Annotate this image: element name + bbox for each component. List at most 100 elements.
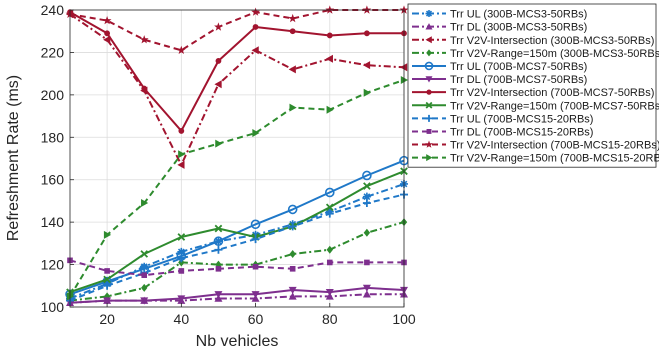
data-point: [251, 7, 260, 16]
plot-frame: [69, 9, 405, 308]
data-point: [141, 272, 148, 278]
y-tick-label: 160: [41, 172, 65, 188]
data-point: [214, 22, 223, 31]
data-point: [141, 283, 148, 292]
data-point: [104, 268, 110, 274]
data-point: [362, 290, 371, 298]
legend-item: Trr V2V-Intersection (700B-MCS7-50RBs): [412, 87, 654, 99]
legend-marker: [425, 101, 433, 109]
legend-item: Trr UL (700B-MCS15-20RBs): [412, 113, 593, 125]
x-tick-label: 20: [99, 311, 115, 327]
data-point: [362, 61, 371, 70]
series-6: [66, 284, 408, 307]
y-tick-label: 220: [41, 44, 65, 60]
data-point: [287, 204, 298, 215]
data-point: [288, 222, 297, 231]
series-layer: [65, 5, 409, 307]
data-point: [214, 80, 222, 89]
legend-label: Trr DL (700B-MCS15-20RBs): [450, 126, 593, 138]
data-point: [215, 266, 222, 272]
series-line: [69, 221, 405, 302]
legend-label: Trr V2V-Range=150m (700B-MCS15-20RBs): [450, 153, 659, 165]
data-point: [289, 249, 296, 258]
data-point: [213, 236, 224, 247]
data-point: [177, 45, 186, 54]
legend-item: Trr V2V-Intersection (300B-MCS3-50RBs): [412, 35, 654, 47]
data-point: [251, 46, 259, 55]
legend-item: Trr V2V-Range=150m (700B-MCS7-50RBs): [412, 100, 659, 112]
data-point: [288, 292, 297, 300]
data-point: [289, 266, 296, 272]
x-tick-label: 40: [174, 311, 190, 327]
legend-marker: [426, 89, 432, 95]
data-point: [252, 24, 259, 30]
legend-label: Trr V2V-Range=150m (700B-MCS7-50RBs): [450, 100, 659, 112]
data-point: [103, 297, 112, 305]
data-point: [363, 88, 371, 97]
series-line: [69, 79, 405, 297]
legend-marker: [425, 140, 433, 148]
x-tick-label: 80: [322, 311, 338, 327]
series-line: [69, 286, 405, 304]
y-tick-label: 200: [41, 87, 65, 103]
data-point: [362, 284, 371, 292]
legend-item: Trr V2V-Range=150m (700B-MCS15-20RBs): [412, 153, 659, 165]
data-point: [326, 32, 333, 39]
legend-marker: [426, 49, 432, 57]
legend-item: Trr V2V-Intersection (700B-MCS15-20RBs): [412, 140, 659, 152]
series-line: [69, 11, 404, 132]
x-tick-label: 100: [392, 311, 416, 327]
legend-label: Trr UL (700B-MCS15-20RBs): [450, 113, 593, 125]
series-line: [69, 13, 405, 166]
legend-marker: [424, 61, 434, 71]
data-point: [103, 275, 111, 284]
data-point: [326, 245, 333, 254]
legend-label: Trr V2V-Range=150m (300B-MCS3-50RBs): [450, 48, 659, 60]
legend-item: Trr DL (300B-MCS3-50RBs): [412, 22, 587, 34]
data-point: [399, 5, 409, 14]
data-point: [288, 65, 296, 74]
data-point: [364, 259, 370, 266]
data-point: [140, 250, 149, 258]
data-point: [102, 16, 112, 25]
legend: Trr UL (300B-MCS3-50RBs)Trr DL (300B-MCS…: [407, 3, 659, 168]
legend-marker: [425, 23, 433, 30]
legend-label: Trr UL (700B-MCS7-50RBs): [450, 61, 587, 73]
data-point: [325, 288, 334, 297]
y-tick-label: 240: [41, 2, 65, 18]
data-point: [251, 235, 260, 244]
series-12: [66, 76, 408, 301]
data-point: [363, 228, 371, 237]
legend-label: Trr V2V-Intersection (700B-MCS15-20RBs): [450, 140, 659, 152]
y-tick-label: 140: [41, 214, 65, 230]
data-point: [103, 230, 112, 239]
legend-marker: [425, 114, 433, 122]
legend-marker: [425, 10, 433, 18]
data-point: [139, 35, 149, 44]
data-point: [324, 187, 335, 198]
legend-label: Trr DL (700B-MCS7-50RBs): [450, 74, 587, 86]
data-point: [214, 291, 223, 299]
legend-item: Trr DL (700B-MCS15-20RBs): [412, 126, 593, 138]
data-point: [289, 103, 297, 112]
legend-item: Trr DL (700B-MCS7-50RBs): [412, 74, 587, 86]
data-point: [288, 286, 297, 295]
data-point: [215, 139, 223, 148]
data-point: [140, 262, 149, 271]
series-line: [69, 193, 405, 302]
data-point: [177, 160, 185, 169]
legend-item: Trr UL (700B-MCS7-50RBs): [412, 61, 587, 73]
axis-ticks: 20 40 60 80 100 100 120 140 160 180 200 220 240: [41, 2, 416, 327]
data-point: [325, 5, 335, 14]
plot-background: [70, 10, 404, 307]
y-axis-label: Refreshment Rate (ms): [5, 75, 22, 241]
data-point: [215, 58, 222, 64]
data-point: [251, 230, 260, 239]
data-point: [325, 203, 334, 212]
data-point: [362, 170, 372, 181]
data-point: [178, 128, 185, 134]
data-point: [362, 5, 372, 14]
legend-label: Trr V2V-Intersection (700B-MCS7-50RBs): [450, 87, 654, 99]
data-point: [103, 281, 112, 290]
